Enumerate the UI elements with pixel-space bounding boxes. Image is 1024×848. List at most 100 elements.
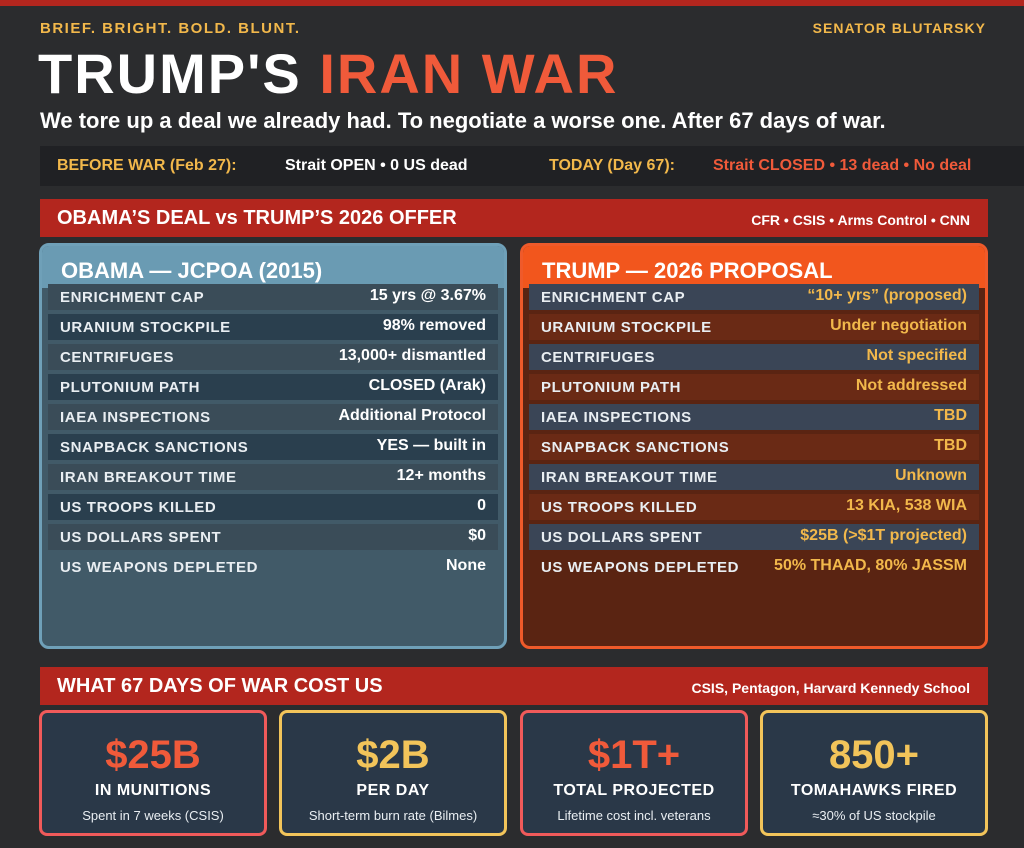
row-value: 13,000+ dismantled bbox=[338, 347, 486, 364]
trump-proposal-panel: TRUMP — 2026 PROPOSAL ENRICHMENT CAP “10+… bbox=[520, 243, 988, 649]
row-value: Not addressed bbox=[855, 377, 967, 394]
table-row: URANIUM STOCKPILE 98% removed bbox=[48, 314, 498, 340]
card-label: TOTAL PROJECTED bbox=[553, 782, 715, 799]
row-label: IAEA INSPECTIONS bbox=[60, 409, 211, 426]
table-row: SNAPBACK SANCTIONS YES — built in bbox=[48, 434, 498, 460]
table-row: PLUTONIUM PATH Not addressed bbox=[529, 374, 979, 400]
row-label: CENTRIFUGES bbox=[541, 349, 656, 366]
comparison-sources: CFR • CSIS • Arms Control • CNN bbox=[751, 212, 970, 228]
table-row: IAEA INSPECTIONS Additional Protocol bbox=[48, 404, 498, 430]
card-label: IN MUNITIONS bbox=[94, 782, 212, 799]
cost-card-munitions: $25B IN MUNITIONS Spent in 7 weeks (CSIS… bbox=[39, 710, 267, 836]
table-row: CENTRIFUGES Not specified bbox=[529, 344, 979, 370]
row-value: 50% THAAD, 80% JASSM bbox=[774, 557, 967, 574]
table-row: IAEA INSPECTIONS TBD bbox=[529, 404, 979, 430]
card-note: Short-term burn rate (Bilmes) bbox=[308, 808, 478, 823]
page-subtitle: We tore up a deal we already had. To neg… bbox=[40, 108, 886, 133]
row-value: 15 yrs @ 3.67% bbox=[369, 287, 486, 304]
table-row: US DOLLARS SPENT $0 bbox=[48, 524, 498, 550]
card-note: Spent in 7 weeks (CSIS) bbox=[82, 808, 224, 823]
card-note: ≈30% of US stockpile bbox=[812, 808, 936, 823]
row-value: TBD bbox=[934, 407, 967, 424]
comparison-section-header: OBAMA’S DEAL vs TRUMP’S 2026 OFFER CFR •… bbox=[40, 199, 988, 237]
card-figure: $1T+ bbox=[587, 733, 681, 777]
card-note: Lifetime cost incl. veterans bbox=[557, 808, 711, 823]
status-strip: BEFORE WAR (Feb 27): Strait OPEN • 0 US … bbox=[40, 146, 1024, 186]
row-label: SNAPBACK SANCTIONS bbox=[541, 439, 730, 456]
table-row: ENRICHMENT CAP 15 yrs @ 3.67% bbox=[48, 284, 498, 310]
row-label: IRAN BREAKOUT TIME bbox=[60, 469, 237, 486]
cost-card-per-day: $2B PER DAY Short-term burn rate (Bilmes… bbox=[279, 710, 507, 836]
card-figure: $25B bbox=[105, 733, 201, 777]
cost-card-tomahawks: 850+ TOMAHAWKS FIRED ≈30% of US stockpil… bbox=[760, 710, 988, 836]
row-label: US DOLLARS SPENT bbox=[60, 529, 222, 546]
table-row: US TROOPS KILLED 13 KIA, 538 WIA bbox=[529, 494, 979, 520]
row-label: IAEA INSPECTIONS bbox=[541, 409, 692, 426]
row-label: ENRICHMENT CAP bbox=[541, 289, 686, 306]
row-value: $0 bbox=[468, 527, 486, 544]
row-value: 13 KIA, 538 WIA bbox=[846, 497, 967, 514]
title-part-1: TRUMP'S bbox=[38, 42, 320, 105]
row-label: ENRICHMENT CAP bbox=[60, 289, 205, 306]
card-label: TOMAHAWKS FIRED bbox=[790, 782, 958, 799]
trump-panel-header: TRUMP — 2026 PROPOSAL bbox=[523, 246, 985, 288]
table-row: US TROOPS KILLED 0 bbox=[48, 494, 498, 520]
table-row: US WEAPONS DEPLETED 50% THAAD, 80% JASSM bbox=[529, 554, 979, 580]
row-label: IRAN BREAKOUT TIME bbox=[541, 469, 718, 486]
row-value: 12+ months bbox=[396, 467, 486, 484]
costs-section-header: WHAT 67 DAYS OF WAR COST US CSIS, Pentag… bbox=[40, 667, 988, 705]
row-label: US TROOPS KILLED bbox=[541, 499, 698, 516]
row-label: US DOLLARS SPENT bbox=[541, 529, 703, 546]
row-label: US WEAPONS DEPLETED bbox=[541, 559, 740, 576]
row-value: None bbox=[446, 557, 486, 574]
before-war-label: BEFORE WAR (Feb 27): bbox=[57, 157, 237, 174]
title-part-2: IRAN WAR bbox=[319, 42, 619, 105]
row-value: Unknown bbox=[895, 467, 967, 484]
obama-panel-header: OBAMA — JCPOA (2015) bbox=[42, 246, 504, 288]
costs-title: WHAT 67 DAYS OF WAR COST US bbox=[57, 675, 383, 697]
table-row: IRAN BREAKOUT TIME 12+ months bbox=[48, 464, 498, 490]
before-war-value: Strait OPEN • 0 US dead bbox=[285, 157, 468, 174]
row-label: URANIUM STOCKPILE bbox=[541, 319, 712, 336]
table-row: IRAN BREAKOUT TIME Unknown bbox=[529, 464, 979, 490]
table-row: US DOLLARS SPENT $25B (>$1T projected) bbox=[529, 524, 979, 550]
comparison-title: OBAMA’S DEAL vs TRUMP’S 2026 OFFER bbox=[57, 207, 457, 229]
row-label: PLUTONIUM PATH bbox=[541, 379, 682, 396]
row-label: US WEAPONS DEPLETED bbox=[60, 559, 259, 576]
table-row: ENRICHMENT CAP “10+ yrs” (proposed) bbox=[529, 284, 979, 310]
row-value: 98% removed bbox=[382, 317, 486, 334]
row-value: “10+ yrs” (proposed) bbox=[807, 287, 967, 304]
today-label: TODAY (Day 67): bbox=[549, 157, 675, 174]
today-value: Strait CLOSED • 13 dead • No deal bbox=[713, 157, 972, 174]
table-row: US WEAPONS DEPLETED None bbox=[48, 554, 498, 580]
row-label: URANIUM STOCKPILE bbox=[60, 319, 231, 336]
obama-panel-title: OBAMA — JCPOA (2015) bbox=[61, 258, 323, 283]
card-label: PER DAY bbox=[356, 782, 430, 799]
row-value: TBD bbox=[934, 437, 967, 454]
trump-panel-title: TRUMP — 2026 PROPOSAL bbox=[542, 258, 833, 283]
obama-deal-panel: OBAMA — JCPOA (2015) ENRICHMENT CAP 15 yr… bbox=[39, 243, 507, 649]
page-title: TRUMP'S IRAN WAR bbox=[38, 44, 618, 104]
row-value: 0 bbox=[477, 497, 486, 514]
row-value: CLOSED (Arak) bbox=[368, 377, 486, 394]
top-accent-bar bbox=[0, 0, 1024, 6]
card-figure: 850+ bbox=[828, 733, 920, 777]
cost-card-total-projected: $1T+ TOTAL PROJECTED Lifetime cost incl.… bbox=[520, 710, 748, 836]
row-value: Under negotiation bbox=[830, 317, 967, 334]
card-figure: $2B bbox=[356, 733, 430, 777]
row-value: Not specified bbox=[866, 347, 967, 364]
row-label: SNAPBACK SANCTIONS bbox=[60, 439, 249, 456]
table-row: CENTRIFUGES 13,000+ dismantled bbox=[48, 344, 498, 370]
row-value: $25B (>$1T projected) bbox=[800, 527, 967, 544]
row-label: US TROOPS KILLED bbox=[60, 499, 217, 516]
row-value: YES — built in bbox=[376, 437, 486, 454]
table-row: PLUTONIUM PATH CLOSED (Arak) bbox=[48, 374, 498, 400]
table-row: SNAPBACK SANCTIONS TBD bbox=[529, 434, 979, 460]
tagline: BRIEF. BRIGHT. BOLD. BLUNT. bbox=[40, 20, 301, 37]
row-label: PLUTONIUM PATH bbox=[60, 379, 201, 396]
row-label: CENTRIFUGES bbox=[60, 349, 175, 366]
table-row: URANIUM STOCKPILE Under negotiation bbox=[529, 314, 979, 340]
costs-sources: CSIS, Pentagon, Harvard Kennedy School bbox=[691, 680, 970, 696]
author-byline: SENATOR BLUTARSKY bbox=[812, 20, 986, 36]
row-value: Additional Protocol bbox=[338, 407, 486, 424]
